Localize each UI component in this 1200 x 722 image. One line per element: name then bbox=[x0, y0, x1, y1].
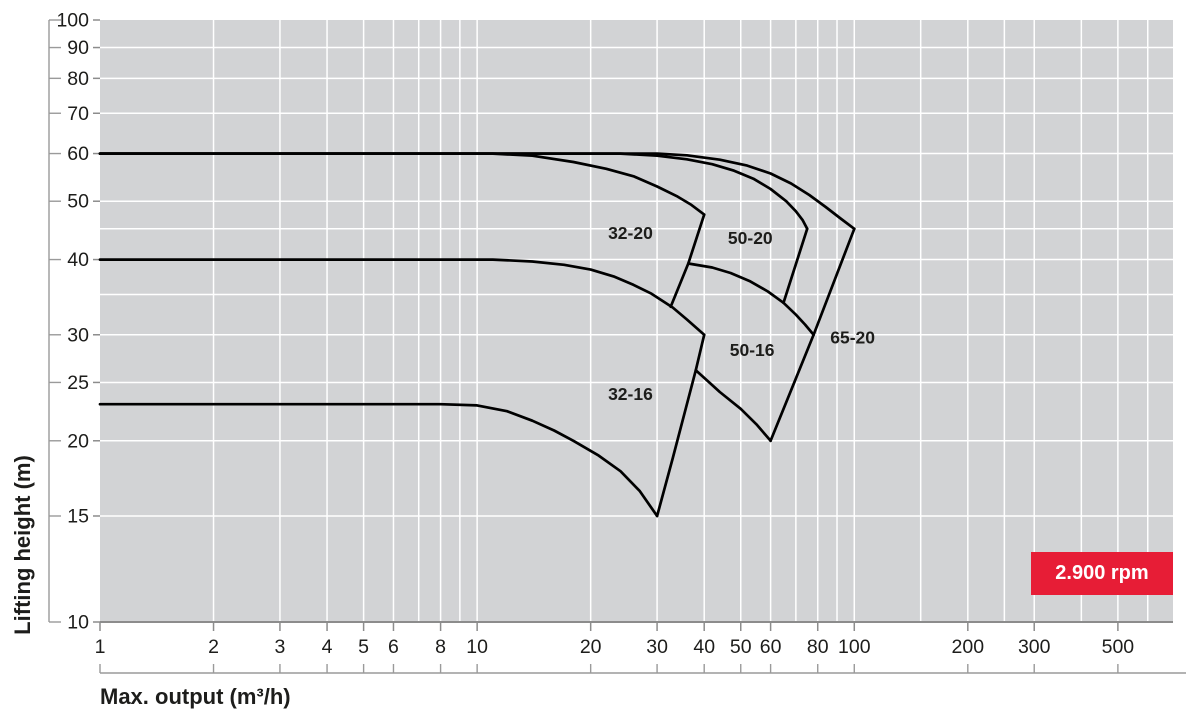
x-tick-label-6: 6 bbox=[388, 636, 399, 658]
region-label-65-20: 65-20 bbox=[830, 327, 875, 347]
x-tick-label-80: 80 bbox=[807, 636, 829, 658]
region-label-50-20: 50-20 bbox=[728, 228, 773, 248]
curve-50-16-right-edge bbox=[769, 333, 815, 443]
curve-32-16-right-edge bbox=[655, 333, 706, 518]
x-tick-label-2: 2 bbox=[208, 636, 219, 658]
x-tick-label-8: 8 bbox=[435, 636, 446, 658]
y-tick-label-60: 60 bbox=[67, 143, 89, 165]
rpm-badge: 2.900 rpm bbox=[1031, 552, 1173, 595]
y-tick-label-15: 15 bbox=[67, 505, 89, 527]
x-tick-label-4: 4 bbox=[322, 636, 333, 658]
x-tick-label-10: 10 bbox=[466, 636, 488, 658]
y-tick-label-25: 25 bbox=[67, 372, 89, 394]
y-axis-title: Lifting height (m) bbox=[10, 455, 35, 635]
y-tick-label-20: 20 bbox=[67, 430, 89, 452]
plot-area bbox=[100, 20, 1173, 622]
y-tick-label-100: 100 bbox=[56, 10, 89, 32]
curve-40-envelope bbox=[98, 258, 706, 337]
x-tick-label-3: 3 bbox=[275, 636, 286, 658]
y-tick-label-80: 80 bbox=[67, 68, 89, 90]
curve-65-20-right-edge bbox=[812, 227, 856, 337]
x-tick-label-20: 20 bbox=[580, 636, 602, 658]
x-tick-label-100: 100 bbox=[838, 636, 871, 658]
curve-50-20-right-edge bbox=[782, 227, 809, 305]
x-tick-label-500: 500 bbox=[1102, 636, 1135, 658]
region-label-32-20: 32-20 bbox=[608, 223, 653, 243]
region-label-50-16: 50-16 bbox=[730, 340, 775, 360]
y-tick-label-30: 30 bbox=[67, 324, 89, 346]
x-tick-label-300: 300 bbox=[1018, 636, 1051, 658]
y-tick-label-90: 90 bbox=[67, 37, 89, 59]
curve-65-20-top-envelope bbox=[98, 152, 856, 231]
region-label-32-16: 32-16 bbox=[608, 384, 653, 404]
x-tick-label-1: 1 bbox=[95, 636, 106, 658]
x-tick-label-5: 5 bbox=[358, 636, 369, 658]
curve-50-16-bottom-boundary bbox=[694, 368, 772, 443]
curve-23-envelope bbox=[98, 402, 659, 518]
x-tick-label-60: 60 bbox=[760, 636, 782, 658]
x-tick-label-30: 30 bbox=[646, 636, 668, 658]
y-tick-label-10: 10 bbox=[67, 612, 89, 634]
x-tick-label-40: 40 bbox=[693, 636, 715, 658]
x-tick-label-200: 200 bbox=[952, 636, 985, 658]
x-axis-title: Max. output (m³/h) bbox=[100, 684, 291, 709]
curve-50-20-top-envelope bbox=[98, 152, 809, 231]
y-tick-label-50: 50 bbox=[67, 191, 89, 213]
y-tick-label-40: 40 bbox=[67, 249, 89, 271]
y-tick-label-70: 70 bbox=[67, 103, 89, 125]
x-tick-label-50: 50 bbox=[730, 636, 752, 658]
curve-50-65-20-bottom-boundary bbox=[686, 262, 815, 337]
